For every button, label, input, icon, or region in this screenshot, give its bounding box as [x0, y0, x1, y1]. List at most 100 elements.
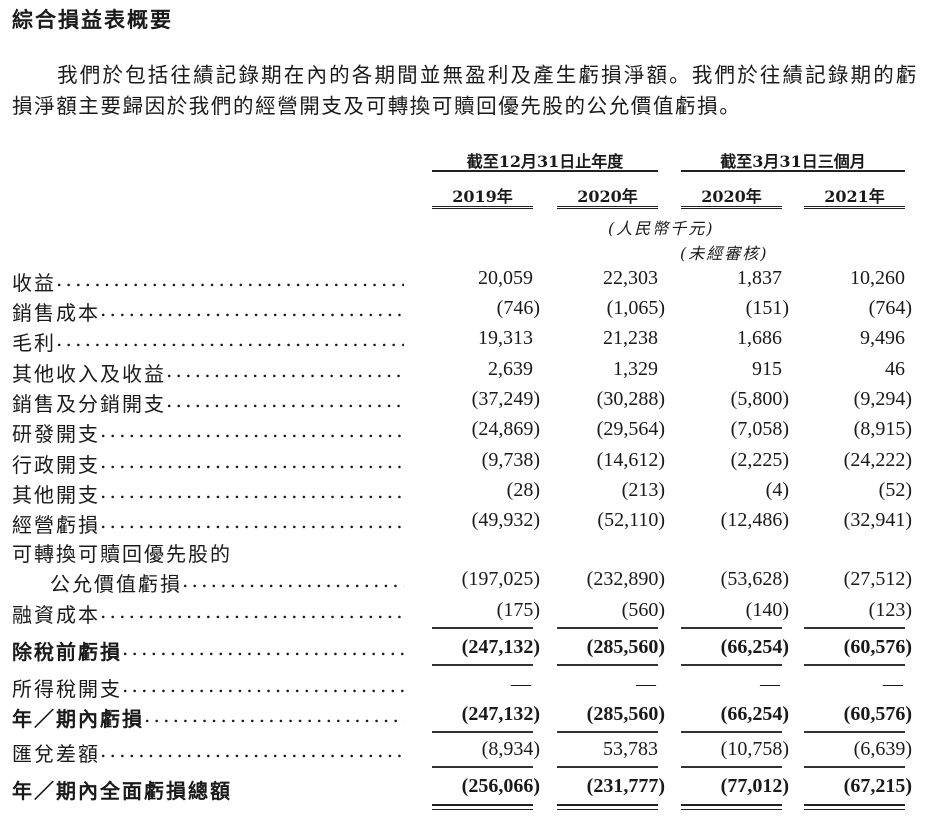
- value-cell: (30,288): [557, 388, 665, 411]
- value-cell: (5,800): [681, 388, 789, 411]
- value-cell: (29,564): [557, 418, 665, 441]
- row-label-text: 經營虧損: [12, 513, 100, 537]
- value-cell: 22,303: [557, 267, 658, 290]
- value-cell: (123): [804, 599, 912, 622]
- row-label: 毛利......................................…: [12, 327, 404, 356]
- value-text: (231,777): [586, 775, 665, 797]
- value-cell: 21,238: [557, 327, 658, 350]
- row-label: 銷售及分銷開支.................................…: [12, 388, 404, 417]
- row-label: 匯兌差額....................................…: [12, 738, 404, 767]
- row-label: 其他收入及收益.................................…: [12, 358, 404, 387]
- value-cell: (8,934): [432, 738, 540, 761]
- double-underline: [681, 804, 782, 810]
- value-cell: (213): [557, 479, 665, 502]
- value-text: (5,800): [730, 388, 789, 410]
- double-underline: [432, 804, 533, 810]
- table-row: 除稅前虧損...................................…: [0, 636, 927, 666]
- value-text: (9,738): [481, 449, 540, 471]
- value-text: (213): [621, 479, 665, 501]
- value-text: (37,249): [471, 388, 540, 410]
- row-label: 經營虧損....................................…: [12, 509, 404, 538]
- value-cell: (7,058): [681, 418, 789, 441]
- value-cell: (231,777): [557, 775, 665, 798]
- value-cell: 1,329: [557, 358, 658, 381]
- value-cell: (285,560): [557, 636, 665, 659]
- header-group-three-months: 截至3月31日三個月: [681, 148, 905, 172]
- dot-leader: ........................................…: [56, 327, 404, 351]
- value-text: 19,313: [478, 327, 533, 349]
- value-text: 1,686: [737, 327, 782, 349]
- underline: [681, 627, 782, 629]
- value-cell: 1,837: [681, 267, 782, 290]
- row-label-text: 公允價值虧損: [50, 572, 182, 596]
- summary-paragraph: 我們於包括往績記錄期在內的各期間並無盈利及產生虧損淨額。我們於往績記錄期的虧損淨…: [12, 63, 918, 118]
- dot-leader: ........................................…: [122, 636, 404, 660]
- value-cell: (24,222): [804, 449, 912, 472]
- value-text: (10,758): [720, 738, 789, 760]
- dot-leader: ........................................…: [100, 599, 404, 623]
- value-cell: (77,012): [681, 775, 789, 798]
- underline: [804, 766, 905, 768]
- underline: [557, 664, 658, 666]
- dot-leader: ........................................…: [100, 479, 404, 503]
- unaudited-label: (未經審核): [680, 244, 769, 263]
- value-cell: (52): [804, 479, 912, 502]
- value-text: 21,238: [603, 327, 658, 349]
- underline: [804, 627, 905, 629]
- value-text: (6,639): [853, 738, 912, 760]
- value-cell: (12,486): [681, 509, 789, 532]
- row-label: 所得稅開支...................................…: [12, 673, 404, 702]
- value-cell: 915: [681, 358, 782, 381]
- unit-label: (人民幣千元): [608, 219, 715, 238]
- row-label-text: 毛利: [12, 331, 56, 355]
- row-label: 銷售成本....................................…: [12, 297, 404, 326]
- table-row: 所得稅開支...................................…: [0, 673, 927, 703]
- value-cell: —: [432, 673, 533, 696]
- value-cell: (14,612): [557, 449, 665, 472]
- value-cell: (6,639): [804, 738, 912, 761]
- value-cell: (2,225): [681, 449, 789, 472]
- value-cell: (175): [432, 599, 540, 622]
- value-text: (52): [878, 479, 912, 501]
- dot-leader: ........................................…: [100, 509, 404, 533]
- underline: [432, 766, 533, 768]
- underline: [681, 731, 782, 733]
- section-title: 綜合損益表概要: [12, 7, 173, 32]
- value-cell: 53,783: [557, 738, 658, 761]
- value-cell: (37,249): [432, 388, 540, 411]
- value-text: (53,628): [720, 568, 789, 590]
- value-cell: (53,628): [681, 568, 789, 591]
- value-text: 915: [752, 358, 782, 380]
- value-cell: (60,576): [804, 636, 912, 659]
- row-label: 年／期內全面虧損總額: [12, 775, 404, 804]
- row-label-text: 其他開支: [12, 483, 100, 507]
- row-label: 收益......................................…: [12, 267, 404, 296]
- header-year: 2020年: [681, 183, 782, 209]
- value-cell: (140): [681, 599, 789, 622]
- underline: [557, 766, 658, 768]
- value-text: (30,288): [596, 388, 665, 410]
- row-label: 可轉換可贖回優先股的: [12, 538, 404, 567]
- row-label-text: 匯兌差額: [12, 742, 100, 766]
- dot-leader: ........................................…: [166, 388, 404, 412]
- value-text: (285,560): [586, 636, 665, 658]
- value-cell: (746): [432, 297, 540, 320]
- value-text: 1,837: [737, 267, 782, 289]
- table-row: 經營虧損....................................…: [0, 509, 927, 539]
- value-text: (24,222): [843, 449, 912, 471]
- value-text: (9,294): [853, 388, 912, 410]
- value-text: 10,260: [850, 267, 905, 289]
- row-label-text: 除稅前虧損: [12, 640, 122, 664]
- value-cell: 46: [804, 358, 905, 381]
- value-cell: (27,512): [804, 568, 912, 591]
- table-row: 銷售及分銷開支.................................…: [0, 388, 927, 418]
- dot-leader: ........................................…: [144, 703, 404, 727]
- underline: [681, 766, 782, 768]
- value-cell: (197,025): [432, 568, 540, 591]
- value-text: (66,254): [720, 703, 789, 725]
- table-row: 可轉換可贖回優先股的: [0, 538, 927, 568]
- value-cell: (1,065): [557, 297, 665, 320]
- value-text: (77,012): [720, 775, 789, 797]
- value-text: (247,132): [461, 703, 540, 725]
- value-text: 9,496: [860, 327, 905, 349]
